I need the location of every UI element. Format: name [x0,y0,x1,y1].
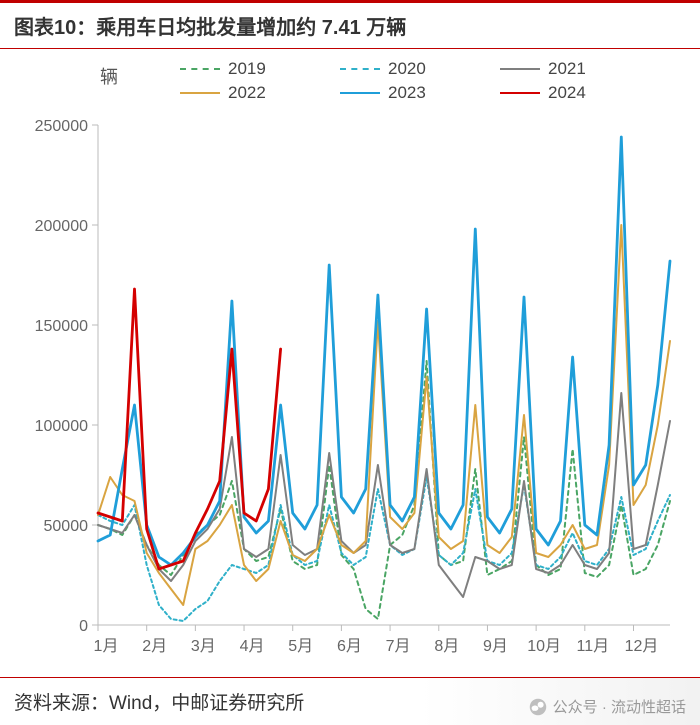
legend-label: 2021 [548,59,586,79]
legend-label: 2023 [388,83,426,103]
svg-text:150000: 150000 [35,318,88,335]
svg-text:50000: 50000 [44,518,89,535]
svg-text:7月: 7月 [386,638,411,655]
svg-text:0: 0 [79,618,88,635]
svg-text:11月: 11月 [576,638,609,655]
svg-text:3月: 3月 [191,638,216,655]
svg-text:5月: 5月 [288,638,313,655]
legend-label: 2019 [228,59,266,79]
legend-label: 2020 [388,59,426,79]
watermark: 公众号 · 流动性超话 [529,696,686,717]
svg-text:8月: 8月 [434,638,459,655]
chart-container: 辆 2019 2020 2021 2022 2023 2024 0 50000 100000 1… [0,49,700,675]
legend-swatch [180,92,220,94]
legend-swatch [180,68,220,70]
source-label: 资料来源：Wind，中邮证券研究所 公众号 · 流动性超话 [0,677,700,725]
legend-item-2024: 2024 [500,83,630,103]
svg-text:10月: 10月 [527,638,561,655]
svg-text:6月: 6月 [337,638,362,655]
chart-title: 图表10：乘用车日均批发量增加约 7.41 万辆 [0,0,700,49]
legend-label: 2024 [548,83,586,103]
svg-text:4月: 4月 [240,638,265,655]
line-chart: 0 50000 100000 150000 200000 250000 1月 2月 3月 4月 5月… [20,115,680,675]
legend-swatch [340,92,380,94]
legend-swatch [340,68,380,70]
legend-item-2023: 2023 [340,83,470,103]
legend-swatch [500,68,540,70]
svg-text:2月: 2月 [142,638,167,655]
svg-text:12月: 12月 [625,638,659,655]
svg-text:250000: 250000 [35,118,88,135]
wechat-icon [529,698,547,716]
legend-label: 2022 [228,83,266,103]
legend-swatch [500,92,540,94]
legend-item-2020: 2020 [340,59,470,79]
legend-item-2021: 2021 [500,59,630,79]
y-axis-unit: 辆 [100,63,118,89]
svg-text:9月: 9月 [483,638,508,655]
source-text: 资料来源：Wind，中邮证券研究所 [14,693,304,714]
legend-item-2019: 2019 [180,59,310,79]
legend-item-2022: 2022 [180,83,310,103]
svg-text:200000: 200000 [35,218,88,235]
legend: 2019 2020 2021 2022 2023 2024 [180,59,660,103]
svg-text:1月: 1月 [94,638,119,655]
watermark-text: 公众号 · 流动性超话 [553,696,686,717]
svg-text:100000: 100000 [35,418,88,435]
